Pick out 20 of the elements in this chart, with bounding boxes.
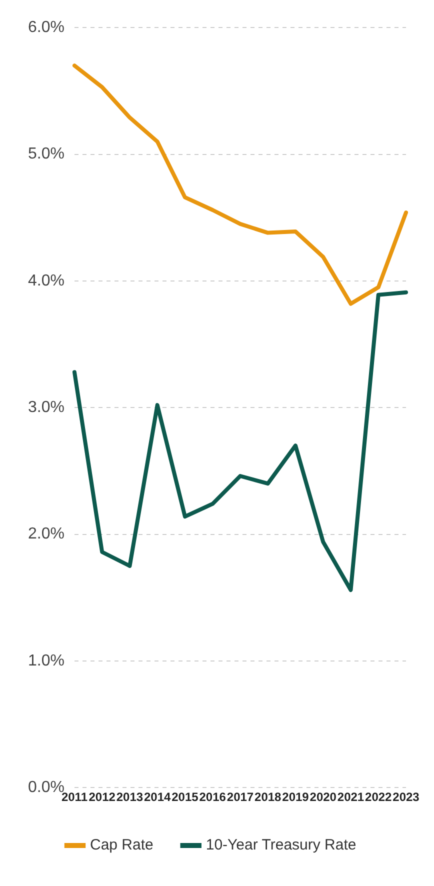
x-tick-label: 2018 — [254, 790, 282, 804]
y-tick-label: 4.0% — [28, 272, 64, 290]
x-tick-label: 2019 — [282, 790, 310, 804]
x-tick-label: 2022 — [365, 790, 392, 804]
legend-label: Cap Rate — [90, 836, 154, 854]
x-tick-label: 2012 — [88, 790, 116, 804]
y-tick-label: 3.0% — [28, 399, 64, 416]
y-tick-label: 6.0% — [28, 19, 64, 36]
x-tick-label: 2014 — [144, 790, 172, 804]
x-tick-label: 2015 — [172, 790, 199, 804]
legend-label: 10-Year Treasury Rate — [206, 836, 356, 854]
y-tick-label: 5.0% — [28, 146, 64, 163]
x-tick-label: 2020 — [310, 790, 337, 804]
x-tick-label: 2017 — [226, 790, 254, 804]
x-tick-label: 2016 — [199, 790, 226, 804]
y-tick-label: 1.0% — [28, 652, 64, 670]
x-tick-label: 2013 — [116, 790, 144, 804]
x-tick-label: 2023 — [392, 790, 420, 804]
y-tick-label: 2.0% — [28, 526, 64, 543]
x-tick-label: 2021 — [337, 790, 364, 804]
